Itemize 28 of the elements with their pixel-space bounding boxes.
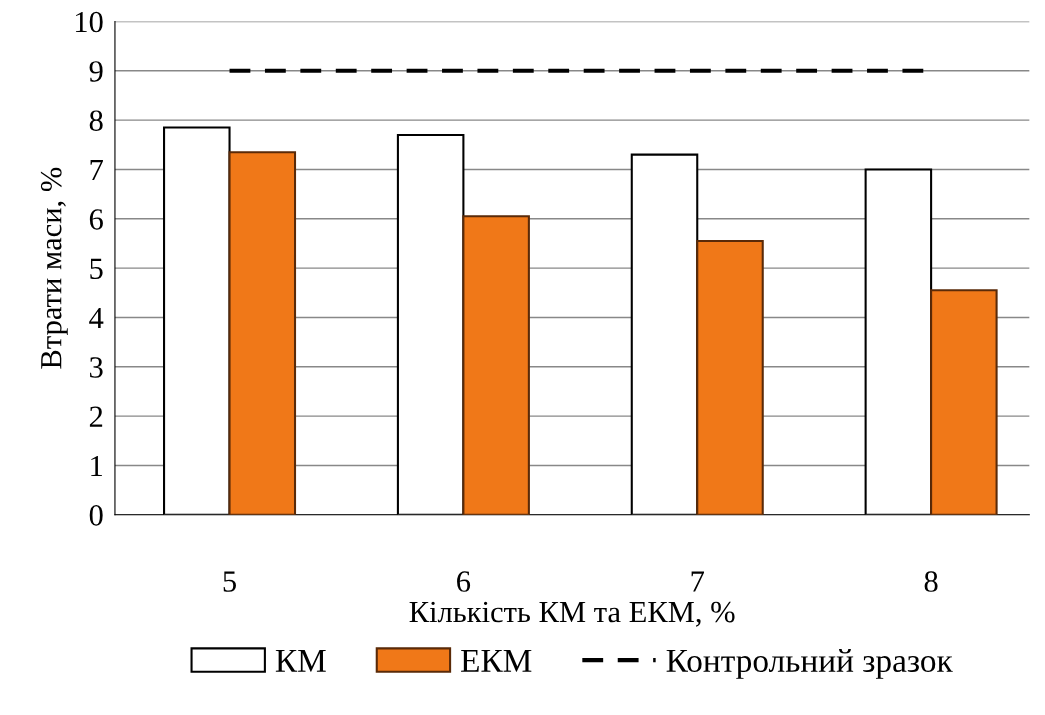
y-tick-label: 6 bbox=[89, 209, 103, 230]
y-tick-label: 3 bbox=[90, 357, 103, 378]
x-tick-label: 8 bbox=[924, 571, 938, 592]
x-tick-label: 7 bbox=[691, 571, 705, 592]
bar bbox=[630, 153, 699, 515]
y-axis-title: Втрати маси, % bbox=[40, 167, 68, 369]
y-tick-label: 1 bbox=[91, 455, 103, 477]
y-tick-label: 0 bbox=[89, 505, 103, 526]
bar bbox=[864, 168, 933, 515]
bar bbox=[396, 133, 465, 515]
legend-label: ЕКМ bbox=[461, 649, 532, 672]
y-tick-label: 8 bbox=[89, 110, 103, 132]
y-tick-label: 4 bbox=[89, 307, 104, 329]
bar bbox=[163, 126, 231, 515]
bar bbox=[930, 289, 998, 515]
legend-label: КМ bbox=[275, 649, 326, 672]
bar bbox=[696, 239, 764, 515]
y-tick-label: 9 bbox=[89, 61, 103, 82]
y-tick-label: 7 bbox=[90, 160, 103, 181]
bar bbox=[228, 151, 297, 515]
y-tick-label: 10 bbox=[75, 11, 103, 33]
x-axis-title: Кількість КМ та ЕКМ, % bbox=[409, 601, 735, 627]
x-tick-label: 6 bbox=[457, 571, 471, 592]
y-tick-label: 5 bbox=[90, 258, 103, 280]
x-tick-label: 5 bbox=[223, 571, 236, 592]
y-tick-label: 2 bbox=[89, 406, 103, 427]
bar bbox=[462, 215, 530, 515]
legend-label: Контрольний зразок bbox=[666, 648, 953, 679]
